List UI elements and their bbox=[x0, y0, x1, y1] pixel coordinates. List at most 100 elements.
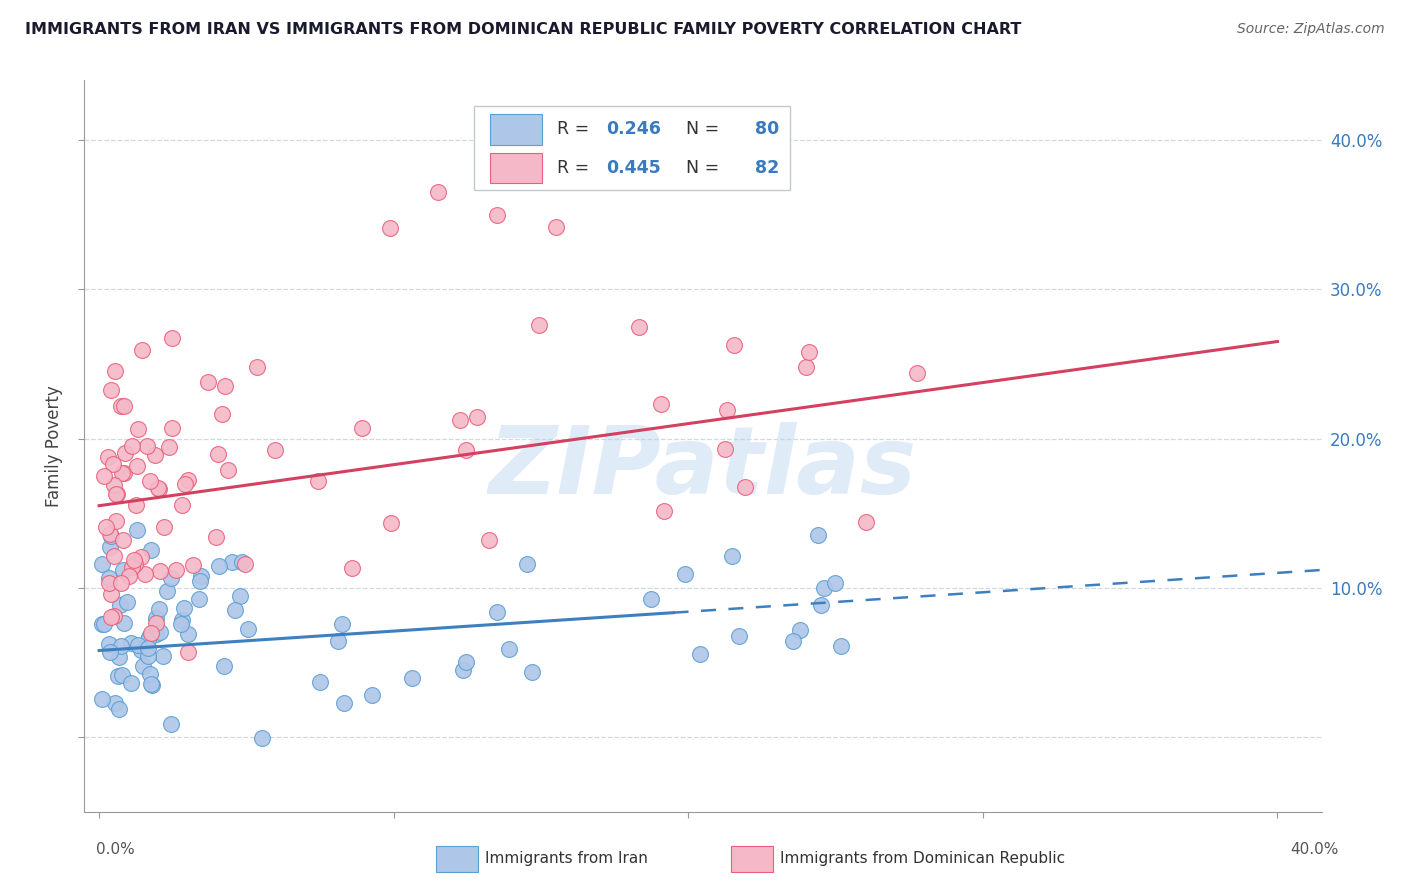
Text: IMMIGRANTS FROM IRAN VS IMMIGRANTS FROM DOMINICAN REPUBLIC FAMILY POVERTY CORREL: IMMIGRANTS FROM IRAN VS IMMIGRANTS FROM … bbox=[25, 22, 1022, 37]
Point bbox=[451, 663, 474, 677]
Point bbox=[188, 574, 211, 588]
Point bbox=[124, 558, 146, 572]
Point bbox=[91, 557, 114, 571]
Point bbox=[98, 645, 121, 659]
Point bbox=[110, 598, 132, 612]
Point bbox=[114, 399, 136, 413]
Point bbox=[172, 499, 194, 513]
Point bbox=[350, 420, 373, 434]
Point bbox=[177, 645, 200, 659]
Point bbox=[121, 439, 143, 453]
Text: Immigrants from Iran: Immigrants from Iran bbox=[485, 851, 648, 865]
Point bbox=[830, 639, 852, 653]
Point bbox=[112, 616, 135, 631]
Point bbox=[145, 615, 167, 630]
Point bbox=[107, 669, 129, 683]
Point bbox=[103, 549, 125, 564]
Point bbox=[478, 533, 501, 548]
Point bbox=[149, 624, 172, 639]
Point bbox=[426, 186, 449, 200]
Point bbox=[104, 364, 127, 378]
Point bbox=[153, 520, 176, 534]
Point bbox=[824, 576, 846, 591]
Text: Immigrants from Dominican Republic: Immigrants from Dominican Republic bbox=[780, 851, 1066, 865]
Point bbox=[165, 563, 187, 577]
Point bbox=[813, 581, 835, 595]
Point bbox=[134, 567, 156, 582]
Point bbox=[170, 616, 193, 631]
Point bbox=[101, 457, 124, 471]
Point bbox=[110, 575, 132, 590]
Point bbox=[120, 676, 142, 690]
Text: R =: R = bbox=[557, 159, 595, 177]
Point bbox=[544, 219, 567, 234]
Point bbox=[91, 616, 114, 631]
Point bbox=[233, 558, 256, 572]
Point bbox=[181, 558, 204, 572]
Point bbox=[111, 466, 134, 480]
Point bbox=[721, 549, 744, 563]
Point bbox=[110, 400, 132, 414]
Point bbox=[91, 691, 114, 706]
Point bbox=[124, 552, 146, 566]
Point bbox=[807, 528, 830, 542]
Point bbox=[449, 413, 471, 427]
Point bbox=[105, 487, 128, 501]
Point bbox=[120, 636, 142, 650]
Point bbox=[93, 616, 115, 631]
Point bbox=[129, 643, 152, 657]
Point bbox=[100, 610, 122, 624]
Point bbox=[207, 447, 229, 461]
Point bbox=[110, 639, 132, 653]
FancyBboxPatch shape bbox=[491, 153, 543, 184]
Point bbox=[131, 550, 153, 565]
Point bbox=[212, 659, 235, 673]
Point bbox=[96, 520, 118, 534]
Point bbox=[328, 634, 350, 648]
Point bbox=[810, 598, 832, 612]
Point bbox=[125, 458, 148, 473]
Y-axis label: Family Poverty: Family Poverty bbox=[45, 385, 63, 507]
Point bbox=[136, 648, 159, 663]
Point bbox=[454, 655, 477, 669]
Point bbox=[713, 442, 735, 456]
Point bbox=[111, 533, 134, 547]
Point bbox=[197, 375, 219, 389]
Point bbox=[799, 344, 821, 359]
Point bbox=[728, 629, 751, 643]
Point bbox=[117, 595, 139, 609]
Point bbox=[100, 587, 122, 601]
Point bbox=[97, 450, 120, 464]
Point bbox=[361, 688, 384, 702]
Point bbox=[250, 731, 273, 746]
Point bbox=[103, 478, 125, 492]
Point bbox=[238, 622, 260, 636]
Point bbox=[673, 566, 696, 581]
Point bbox=[93, 469, 115, 483]
Point bbox=[330, 617, 353, 632]
Point bbox=[139, 667, 162, 681]
Point bbox=[108, 650, 131, 665]
Point bbox=[214, 378, 236, 392]
Text: 82: 82 bbox=[755, 159, 779, 177]
Point bbox=[98, 571, 121, 585]
Point bbox=[139, 626, 162, 640]
Point bbox=[485, 208, 508, 222]
Point bbox=[112, 563, 135, 577]
Point bbox=[138, 630, 160, 644]
Point bbox=[516, 557, 538, 571]
Point bbox=[131, 343, 153, 357]
Point bbox=[628, 320, 651, 334]
Point bbox=[160, 331, 183, 345]
Point bbox=[905, 366, 928, 380]
Point bbox=[127, 422, 149, 436]
Point bbox=[139, 543, 162, 558]
Point bbox=[229, 590, 252, 604]
Point bbox=[112, 466, 135, 480]
Point bbox=[307, 474, 329, 488]
Point bbox=[105, 514, 128, 528]
Point bbox=[111, 668, 134, 682]
Point bbox=[221, 555, 243, 569]
Point bbox=[127, 638, 149, 652]
Point bbox=[146, 481, 169, 495]
